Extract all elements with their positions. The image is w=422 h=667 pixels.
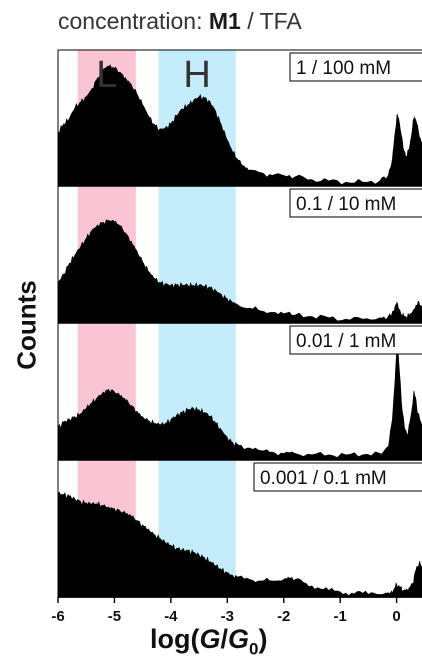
- histogram-series-4: [58, 491, 422, 597]
- x-tick-label: -4: [164, 608, 178, 625]
- concentration-label-4: 0.001 / 0.1 mM: [260, 468, 387, 489]
- concentration-label-2: 0.1 / 10 mM: [296, 194, 396, 215]
- concentration-label-3: 0.01 / 1 mM: [296, 331, 396, 352]
- band-label-h: H: [183, 54, 210, 96]
- series-layer: [58, 64, 422, 597]
- panel-labels: 1 / 100 mM 0.1 / 10 mM 0.01 / 1 mM 0.001 / …: [253, 52, 422, 492]
- histogram-series-1: [58, 64, 422, 186]
- concentration-label-box-4: [253, 462, 422, 492]
- chart-title: concentration: M1 / TFA: [58, 8, 302, 34]
- x-tick-label: -3: [221, 608, 234, 625]
- concentration-label-1: 1 / 100 mM: [296, 58, 391, 79]
- x-tick-label: -6: [51, 608, 64, 625]
- x-axis-label: log(G/G0): [150, 624, 268, 659]
- x-tick-label: 0: [392, 608, 400, 625]
- x-axis: -6 -5 -4 -3 -2 -1 0: [51, 596, 422, 625]
- concentration-label-box-1: [289, 52, 422, 82]
- histogram-series-3: [58, 347, 422, 460]
- histogram-series-2: [58, 219, 422, 323]
- x-tick-label: -5: [108, 608, 121, 625]
- x-tick-label: -2: [277, 608, 290, 625]
- concentration-label-box-3: [289, 325, 422, 355]
- x-tick-label: -1: [333, 608, 346, 625]
- concentration-label-box-2: [289, 188, 422, 218]
- band-label-l: L: [96, 54, 117, 96]
